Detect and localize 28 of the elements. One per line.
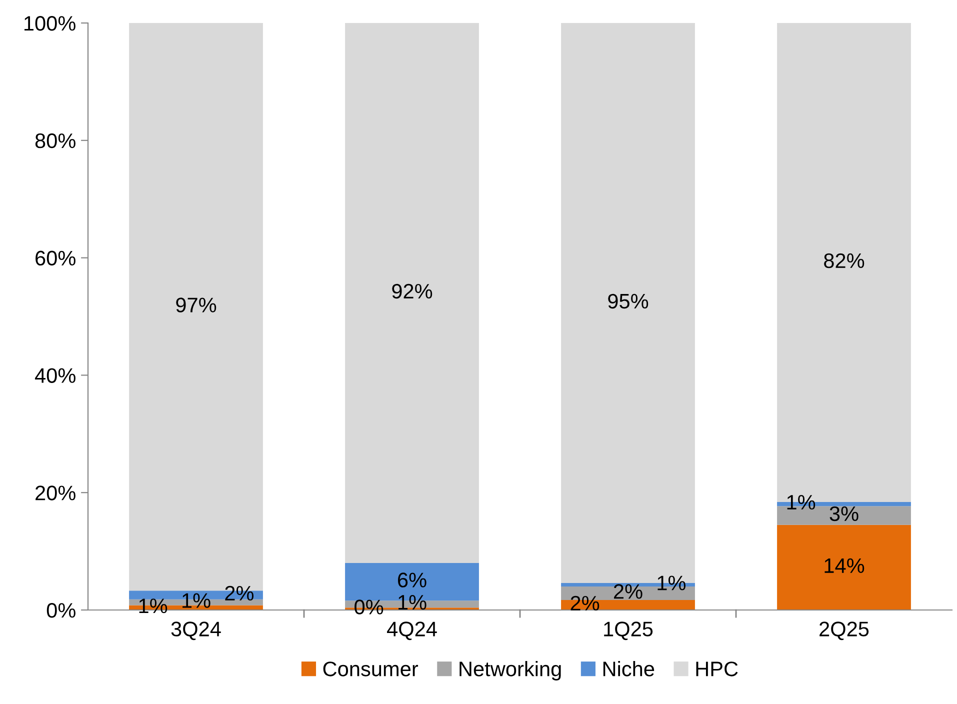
data-label: 6% [398,572,426,588]
x-tick-label: 4Q24 [387,622,437,640]
y-tick-label: 80% [35,133,76,148]
x-tick-label: 2Q25 [820,622,869,640]
data-label: 14% [824,558,864,573]
data-label: 1% [182,593,210,608]
legend-label: Consumer [323,662,418,676]
bar [777,524,911,610]
data-label: 95% [608,294,648,309]
data-label: 2% [570,596,600,611]
bar [345,23,479,564]
data-label: 3% [830,506,858,522]
data-label: 97% [176,298,216,312]
data-label: 1% [658,576,686,590]
data-label: 82% [824,253,864,268]
x-tick-label: 1Q25 [604,622,653,640]
y-tick-label: 40% [34,368,76,383]
y-tick-label: 0% [46,603,76,618]
y-tick-label: 20% [36,486,76,500]
x-tick-label: 3Q24 [171,622,221,640]
data-label: 2% [614,584,642,599]
y-tick-label: 100% [24,16,76,31]
y-tick-label: 60% [36,250,76,266]
legend-label: Networking [460,661,561,680]
legend-label: HPC [696,662,738,676]
legend-label: Niche [603,661,654,676]
data-label: 1% [398,595,426,610]
data-label: 92% [392,284,432,299]
